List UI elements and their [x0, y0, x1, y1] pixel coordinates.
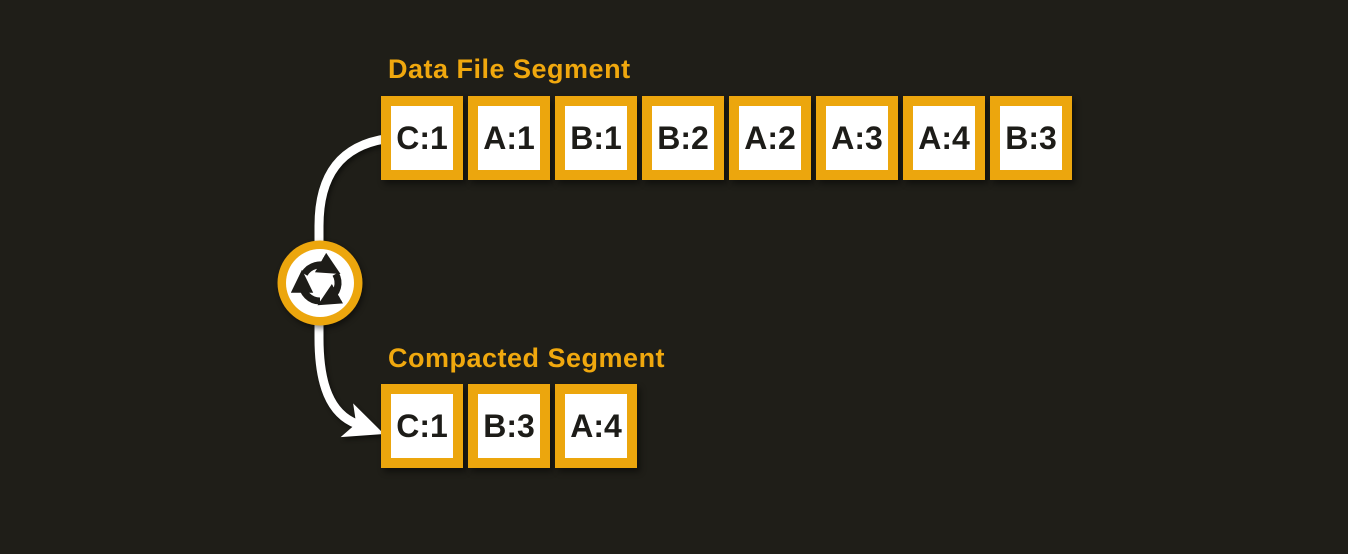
segment-cell: B:1: [555, 96, 637, 180]
segment-cell: B:3: [990, 96, 1072, 180]
segment-cell: C:1: [381, 384, 463, 468]
segment-cell: A:2: [729, 96, 811, 180]
segment-cell: A:4: [903, 96, 985, 180]
cycle-arrows-icon: [277, 240, 363, 326]
compacted-segment-row: C:1 B:3 A:4: [381, 384, 637, 468]
data-file-segment-row: C:1 A:1 B:1 B:2 A:2 A:3 A:4 B:3: [381, 96, 1072, 180]
data-file-segment-title: Data File Segment: [388, 54, 631, 84]
segment-cell: B:3: [468, 384, 550, 468]
segment-cell: A:3: [816, 96, 898, 180]
segment-cell: A:4: [555, 384, 637, 468]
compacted-segment-title: Compacted Segment: [388, 343, 666, 373]
segment-cell: A:1: [468, 96, 550, 180]
segment-cell: C:1: [381, 96, 463, 180]
segment-cell: B:2: [642, 96, 724, 180]
